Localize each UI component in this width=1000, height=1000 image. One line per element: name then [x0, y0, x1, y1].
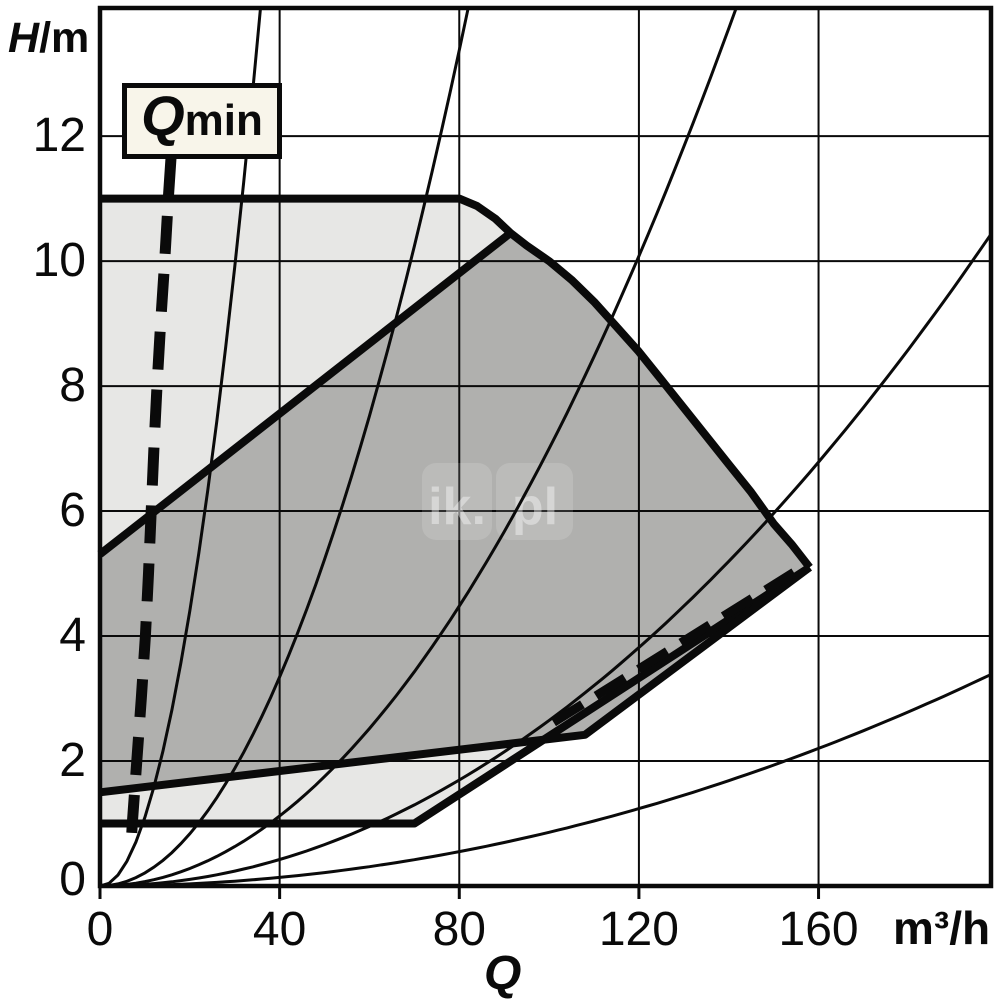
- y-tick-label-8: 8: [59, 359, 86, 413]
- x-axis-unit-label: m³/h: [893, 902, 991, 954]
- y-axis-quantity: H: [8, 14, 40, 62]
- system-curve: [99, 233, 993, 888]
- system-curve: [100, 673, 992, 888]
- x-tick-label-40: 40: [252, 903, 307, 956]
- watermark-text: ik.: [428, 478, 486, 536]
- x-axis-quantity-label: Q: [484, 947, 522, 1000]
- y-tick-label-10: 10: [32, 234, 86, 288]
- qmin-label-sub: min: [184, 96, 263, 145]
- qmin-dashed-line: [125, 157, 177, 848]
- system-curve: [99, 7, 738, 888]
- x-tick-label-80: 80: [432, 903, 486, 956]
- x-tick-label-160: 160: [778, 903, 859, 956]
- y-tick-label-4: 4: [59, 609, 86, 663]
- y-tick-label-2: 2: [59, 734, 86, 788]
- dark-region-bottom-border: [99, 564, 812, 797]
- envelope-bottom-border: [100, 563, 812, 828]
- x-tick-label-120: 120: [598, 903, 679, 956]
- system-curve: [99, 7, 262, 888]
- x-tick-label-0: 0: [86, 903, 114, 956]
- y-axis-unit-label: /m: [39, 14, 90, 62]
- plot-frame: [97, 5, 994, 889]
- envelope-top-border: [100, 194, 813, 570]
- y-tick-label-6: 6: [59, 484, 86, 538]
- watermark-block: [496, 463, 573, 540]
- watermark-block: [422, 463, 492, 540]
- qmin-label-q: Q: [141, 84, 185, 147]
- y-tick-label-12: 12: [32, 109, 86, 163]
- system-curve: [99, 7, 470, 888]
- y-axis-label: H/m: [8, 14, 89, 63]
- y-tick-label-0: 0: [59, 853, 86, 906]
- dark-region-topleft-border: [97, 229, 513, 558]
